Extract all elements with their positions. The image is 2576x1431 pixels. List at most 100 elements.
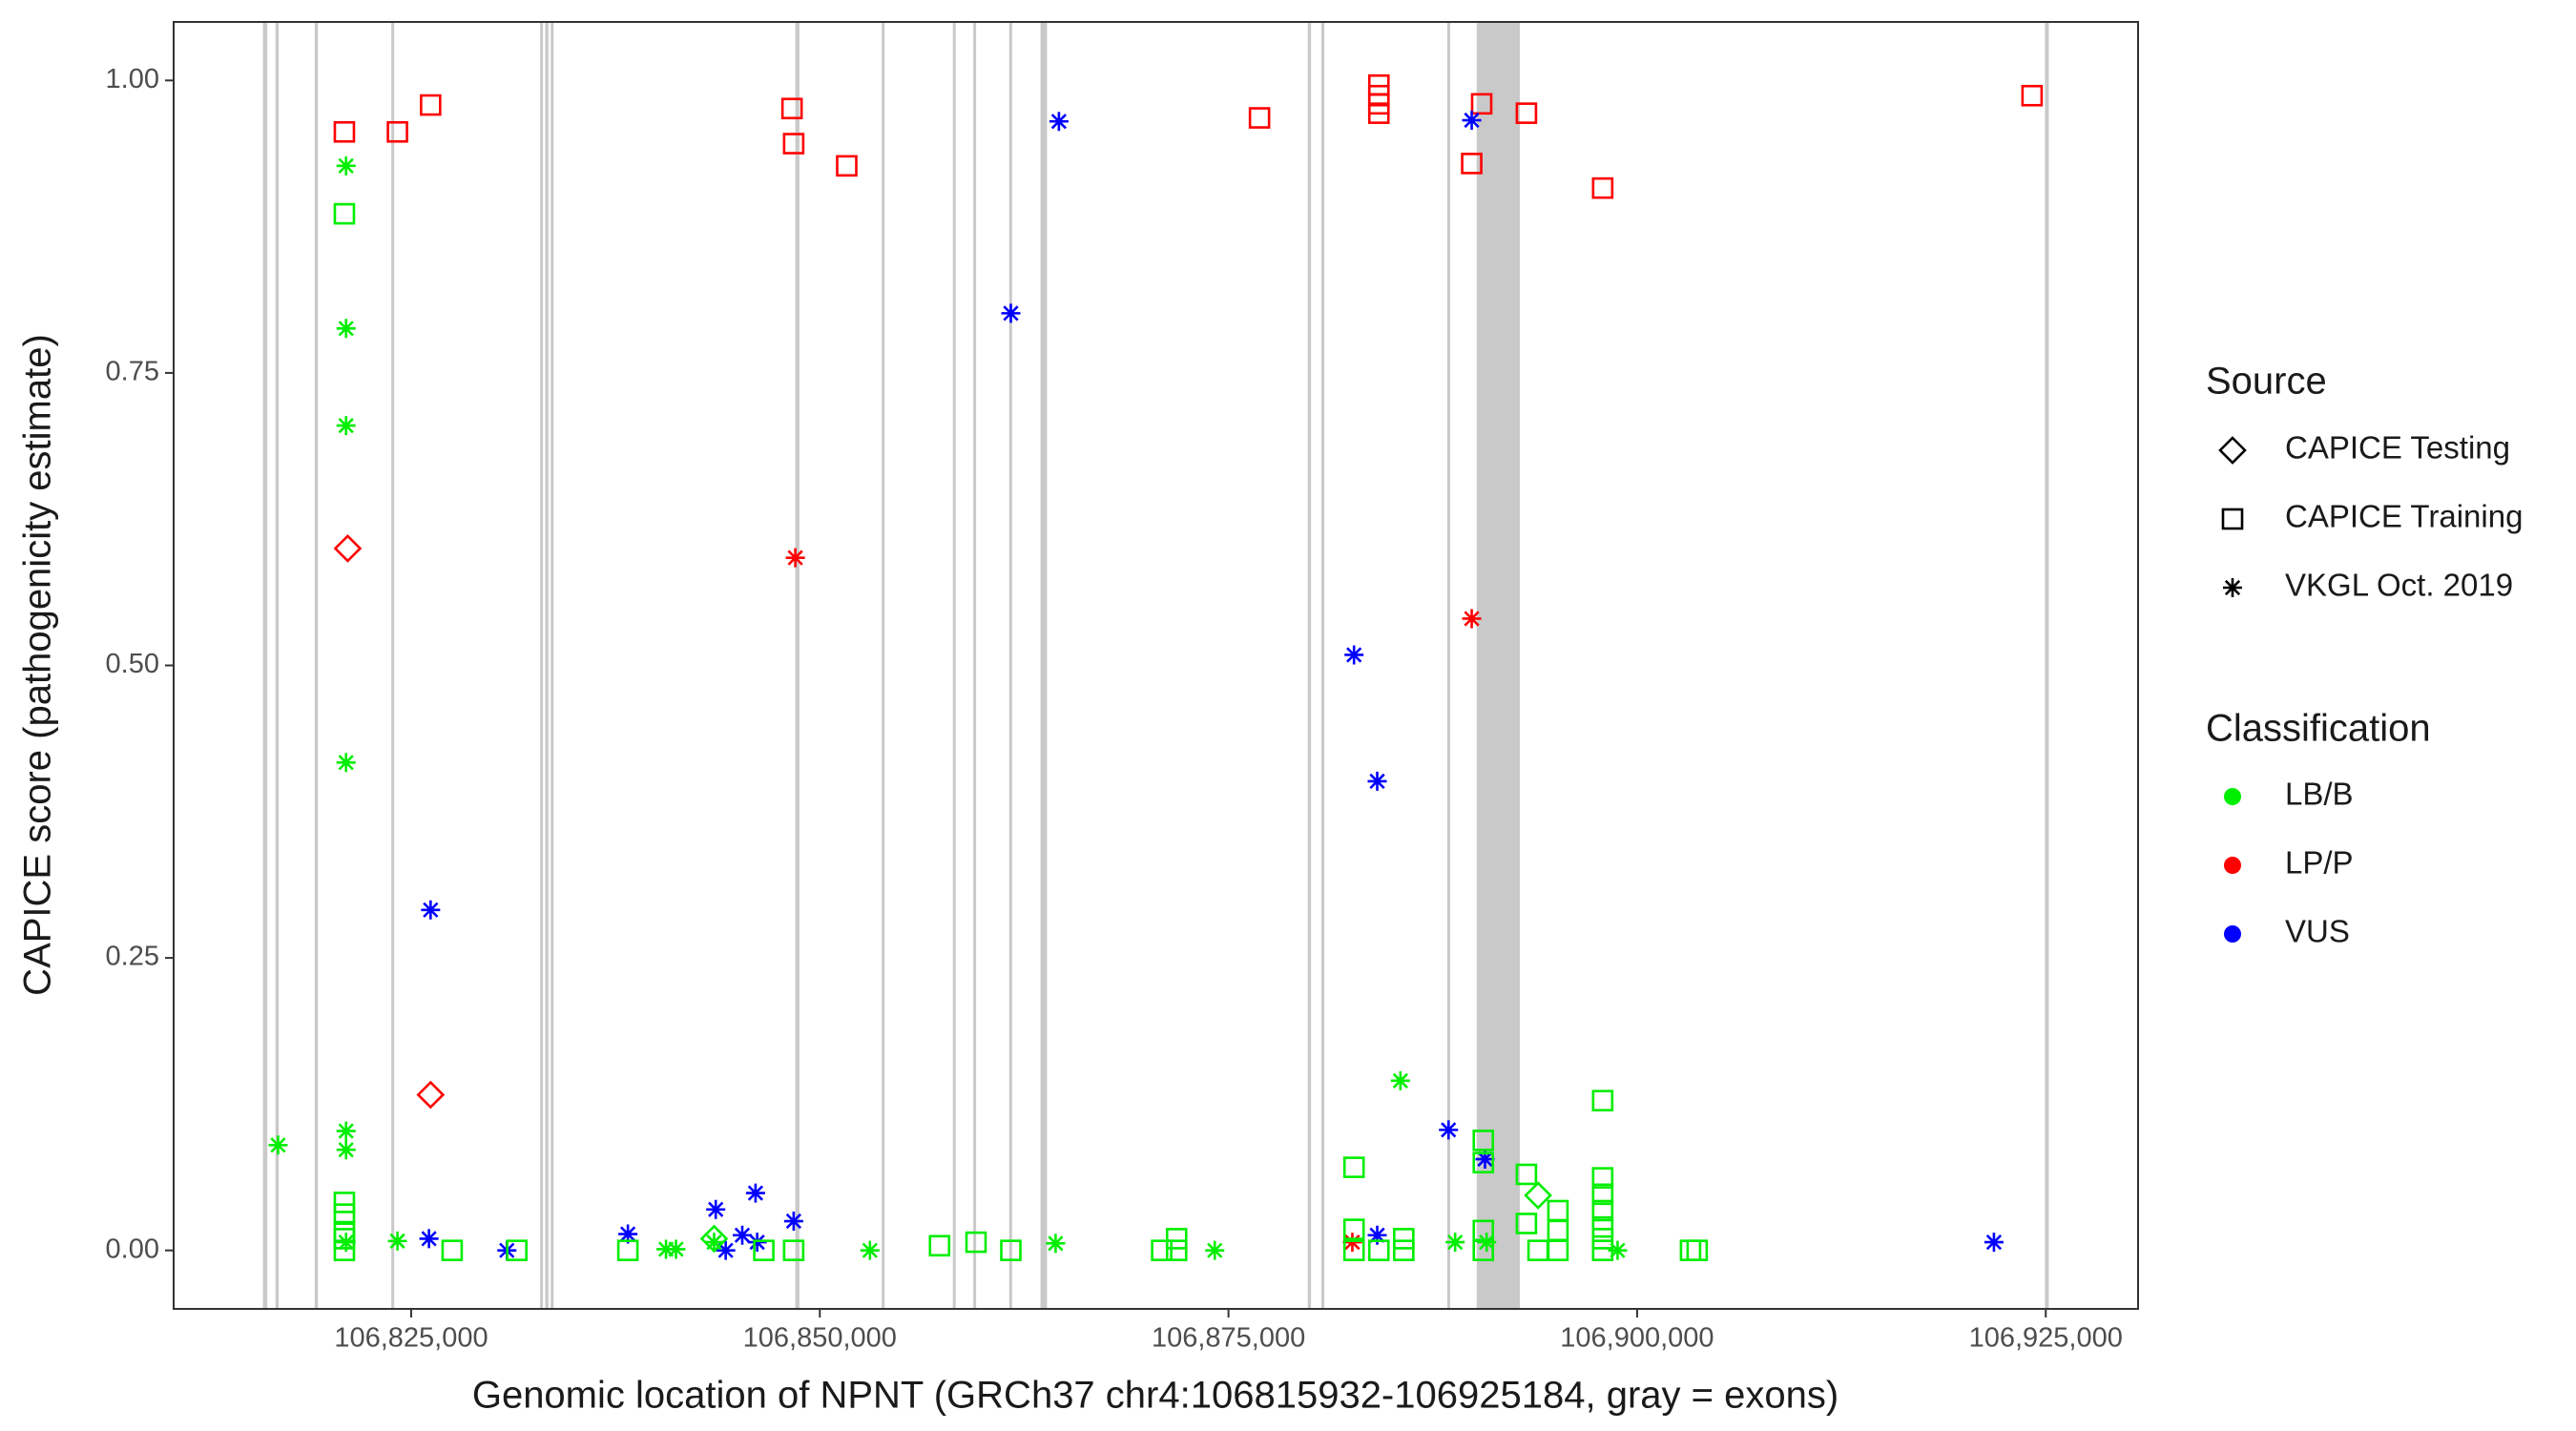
exon bbox=[314, 22, 319, 1309]
point bbox=[1367, 102, 1390, 124]
legend-key bbox=[2224, 857, 2241, 874]
exon bbox=[882, 22, 885, 1309]
point bbox=[1390, 1070, 1410, 1090]
point bbox=[1524, 1181, 1552, 1210]
point bbox=[965, 1231, 987, 1254]
point bbox=[421, 900, 441, 920]
exon bbox=[1307, 22, 1312, 1309]
point bbox=[1344, 645, 1364, 665]
y-tick-label: 1.00 bbox=[106, 64, 159, 94]
point bbox=[1000, 1239, 1022, 1261]
panel-border bbox=[173, 21, 2139, 1310]
legend-label: CAPICE Testing bbox=[2285, 430, 2510, 466]
point bbox=[1470, 93, 1493, 115]
point bbox=[780, 97, 803, 120]
exon bbox=[1040, 22, 1048, 1309]
point bbox=[1001, 303, 1021, 323]
point bbox=[1547, 1199, 1569, 1222]
point bbox=[416, 1080, 446, 1110]
point bbox=[1591, 176, 1614, 199]
legend-title: Classification bbox=[2206, 708, 2431, 750]
point bbox=[1342, 1156, 1365, 1178]
point bbox=[836, 155, 858, 177]
point bbox=[1686, 1239, 1709, 1261]
point bbox=[1984, 1233, 2004, 1253]
point bbox=[699, 1224, 729, 1254]
exon bbox=[275, 22, 280, 1309]
point bbox=[1472, 1151, 1495, 1174]
point bbox=[1046, 1234, 1066, 1254]
point bbox=[420, 93, 442, 116]
point bbox=[268, 1135, 288, 1155]
point bbox=[1591, 1228, 1614, 1250]
point bbox=[1462, 111, 1482, 131]
x-tick-label: 106,925,000 bbox=[1969, 1323, 2123, 1354]
exon bbox=[540, 22, 544, 1309]
point bbox=[783, 1212, 803, 1232]
point bbox=[336, 156, 356, 176]
point bbox=[1475, 1150, 1495, 1170]
point bbox=[1591, 1183, 1614, 1206]
point bbox=[333, 1203, 356, 1225]
point bbox=[336, 319, 356, 339]
x-axis-title: Genomic location of NPNT (GRCh37 chr4:10… bbox=[472, 1375, 1839, 1417]
point bbox=[1515, 1163, 1538, 1186]
point bbox=[387, 1231, 407, 1251]
point bbox=[1591, 1167, 1614, 1189]
point bbox=[333, 1239, 356, 1261]
point bbox=[666, 1239, 686, 1259]
point bbox=[333, 534, 363, 563]
legend-label: LB/B bbox=[2285, 777, 2354, 812]
point bbox=[333, 202, 356, 225]
exon bbox=[1008, 22, 1012, 1309]
point bbox=[1367, 771, 1387, 791]
point bbox=[747, 1233, 767, 1253]
legend-label: VKGL Oct. 2019 bbox=[2285, 568, 2513, 603]
exon bbox=[551, 22, 554, 1309]
x-tick-label: 106,850,000 bbox=[743, 1323, 897, 1354]
point bbox=[1462, 609, 1482, 629]
y-axis-title: CAPICE score (pathogenicity estimate) bbox=[17, 334, 59, 996]
point bbox=[1393, 1228, 1415, 1250]
point bbox=[386, 120, 408, 143]
point bbox=[706, 1199, 726, 1219]
point bbox=[2021, 84, 2044, 107]
point bbox=[753, 1239, 775, 1261]
point bbox=[1367, 1239, 1390, 1261]
point bbox=[1591, 1199, 1614, 1222]
point bbox=[1445, 1233, 1465, 1253]
point bbox=[733, 1225, 753, 1245]
exon bbox=[262, 22, 268, 1309]
point bbox=[928, 1234, 951, 1257]
point bbox=[1591, 1215, 1614, 1238]
point bbox=[782, 133, 805, 155]
exon bbox=[545, 22, 549, 1309]
point bbox=[333, 1192, 356, 1213]
y-tick-label: 0.25 bbox=[106, 942, 159, 972]
point bbox=[1515, 102, 1538, 124]
exon bbox=[973, 22, 977, 1309]
point bbox=[1472, 1130, 1495, 1151]
point bbox=[1342, 1218, 1365, 1240]
point bbox=[1591, 1239, 1614, 1261]
point bbox=[1049, 112, 1069, 132]
point bbox=[618, 1224, 638, 1244]
x-tick-label: 106,825,000 bbox=[334, 1323, 488, 1354]
legend-key bbox=[2224, 788, 2241, 805]
legend-title: Source bbox=[2206, 361, 2327, 403]
point bbox=[1165, 1239, 1188, 1261]
y-tick-label: 0.00 bbox=[106, 1234, 159, 1264]
exon bbox=[391, 22, 395, 1309]
point bbox=[1165, 1228, 1188, 1250]
point bbox=[1151, 1239, 1173, 1261]
x-tick-label: 106,875,000 bbox=[1152, 1323, 1305, 1354]
legend-key bbox=[2224, 925, 2241, 943]
point bbox=[785, 548, 805, 568]
point bbox=[860, 1240, 880, 1260]
legend-label: LP/P bbox=[2285, 845, 2354, 881]
point bbox=[1205, 1240, 1225, 1260]
legend-key bbox=[2218, 436, 2247, 465]
point bbox=[1367, 1225, 1387, 1245]
